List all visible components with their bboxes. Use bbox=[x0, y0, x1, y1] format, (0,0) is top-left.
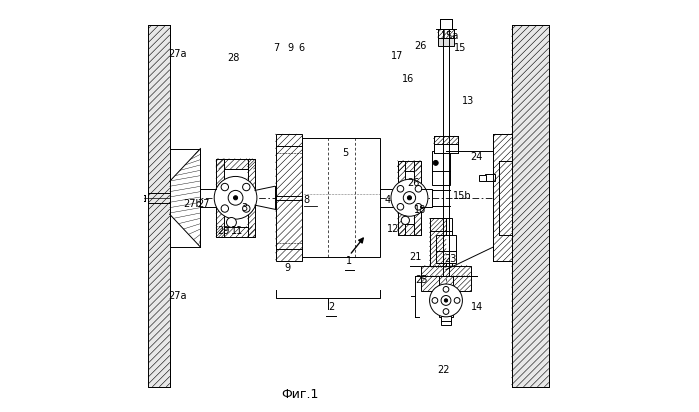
Text: 25: 25 bbox=[415, 275, 428, 285]
Bar bbox=[414, 161, 421, 235]
Circle shape bbox=[445, 299, 447, 302]
Text: 1: 1 bbox=[347, 256, 352, 267]
Bar bbox=[430, 218, 446, 267]
Bar bbox=[433, 136, 459, 145]
Text: 8: 8 bbox=[303, 195, 310, 205]
Text: 27a: 27a bbox=[168, 291, 187, 301]
Circle shape bbox=[415, 185, 421, 192]
Text: 18: 18 bbox=[414, 205, 426, 215]
Bar bbox=[435, 235, 456, 264]
Circle shape bbox=[391, 179, 428, 216]
Bar bbox=[398, 161, 421, 235]
Bar bbox=[421, 276, 470, 291]
Text: 27b: 27b bbox=[183, 199, 202, 209]
Text: 9: 9 bbox=[285, 262, 291, 273]
Text: 2: 2 bbox=[328, 302, 334, 311]
Bar bbox=[431, 150, 450, 185]
Text: 9: 9 bbox=[287, 43, 293, 53]
Bar bbox=[302, 138, 380, 258]
Circle shape bbox=[433, 160, 438, 165]
Circle shape bbox=[443, 286, 449, 292]
Bar bbox=[485, 174, 496, 181]
Circle shape bbox=[432, 297, 438, 303]
Text: 11: 11 bbox=[231, 226, 243, 236]
Text: 27a: 27a bbox=[168, 49, 187, 59]
Bar bbox=[302, 173, 319, 233]
Text: 27: 27 bbox=[198, 199, 210, 209]
Text: 5: 5 bbox=[343, 147, 349, 158]
Text: 17: 17 bbox=[391, 51, 404, 61]
Circle shape bbox=[415, 204, 421, 210]
Text: 29: 29 bbox=[217, 226, 230, 236]
Circle shape bbox=[397, 204, 404, 210]
Circle shape bbox=[221, 205, 229, 212]
Text: 13: 13 bbox=[463, 96, 475, 106]
Bar bbox=[440, 316, 452, 325]
Circle shape bbox=[243, 205, 250, 212]
Circle shape bbox=[228, 190, 243, 205]
Circle shape bbox=[430, 284, 463, 317]
Bar bbox=[421, 266, 470, 276]
Circle shape bbox=[243, 183, 250, 191]
Text: 26: 26 bbox=[414, 41, 426, 51]
Text: 3: 3 bbox=[242, 203, 248, 213]
Bar bbox=[170, 148, 201, 247]
Bar bbox=[398, 225, 421, 235]
Bar bbox=[148, 25, 170, 387]
Text: 15a: 15a bbox=[441, 30, 459, 41]
Bar bbox=[216, 159, 255, 237]
Circle shape bbox=[403, 192, 416, 204]
Bar bbox=[216, 159, 255, 169]
Text: 15b: 15b bbox=[453, 191, 472, 201]
Text: 12: 12 bbox=[387, 224, 400, 234]
Circle shape bbox=[443, 309, 449, 314]
Text: 21: 21 bbox=[409, 252, 421, 262]
Circle shape bbox=[454, 297, 460, 303]
Text: 4: 4 bbox=[384, 195, 391, 205]
Bar bbox=[433, 136, 459, 152]
Text: 16: 16 bbox=[402, 74, 415, 84]
Circle shape bbox=[408, 196, 412, 200]
Circle shape bbox=[226, 218, 236, 227]
Bar bbox=[440, 19, 452, 29]
Text: 28: 28 bbox=[227, 53, 240, 63]
Bar bbox=[479, 175, 487, 180]
Circle shape bbox=[441, 295, 451, 305]
Bar bbox=[398, 161, 421, 171]
Text: 26: 26 bbox=[407, 178, 419, 188]
Bar bbox=[247, 159, 255, 237]
Text: 15: 15 bbox=[454, 43, 466, 53]
Text: 7: 7 bbox=[273, 43, 280, 53]
Circle shape bbox=[221, 183, 229, 191]
Bar bbox=[493, 134, 512, 262]
Bar bbox=[216, 159, 224, 237]
Bar bbox=[398, 161, 405, 235]
Bar bbox=[275, 134, 302, 262]
Text: 22: 22 bbox=[438, 365, 450, 375]
Bar bbox=[216, 227, 255, 237]
Text: 24: 24 bbox=[470, 152, 483, 162]
Bar bbox=[430, 218, 452, 267]
Text: Фиг.1: Фиг.1 bbox=[282, 389, 319, 401]
Text: 23: 23 bbox=[444, 254, 456, 265]
Circle shape bbox=[397, 185, 404, 192]
Text: 14: 14 bbox=[470, 302, 483, 311]
Bar bbox=[438, 276, 454, 317]
Bar bbox=[512, 25, 549, 387]
Circle shape bbox=[214, 176, 257, 219]
Bar bbox=[138, 194, 145, 201]
Circle shape bbox=[401, 216, 410, 225]
Bar bbox=[438, 29, 454, 46]
Text: 6: 6 bbox=[298, 43, 305, 53]
Circle shape bbox=[233, 196, 238, 200]
Bar bbox=[438, 29, 454, 37]
